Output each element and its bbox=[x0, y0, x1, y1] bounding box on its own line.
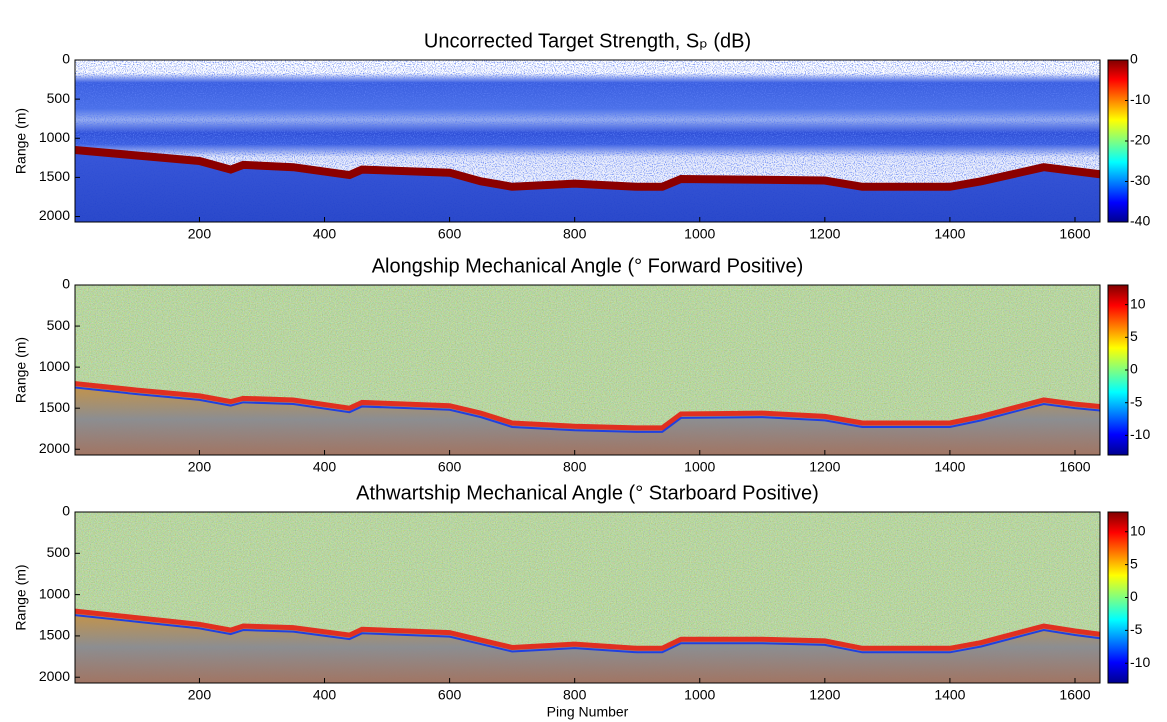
y-axis-label: Range (m) bbox=[13, 564, 29, 630]
colorbar-tick-label: -5 bbox=[1130, 621, 1143, 637]
colorbar-tick-label: -30 bbox=[1130, 172, 1150, 188]
y-tick-label: 0 bbox=[62, 276, 70, 292]
y-tick-label: 2000 bbox=[39, 207, 70, 223]
colorbar-tick-label: 0 bbox=[1130, 51, 1138, 67]
x-tick-label: 600 bbox=[438, 459, 462, 475]
x-tick-label: 1400 bbox=[934, 226, 965, 242]
y-axis-label: Range (m) bbox=[13, 337, 29, 403]
y-tick-label: 500 bbox=[47, 317, 71, 333]
y-axis-label: Range (m) bbox=[13, 108, 29, 174]
y-tick-label: 500 bbox=[47, 90, 71, 106]
x-tick-label: 1000 bbox=[684, 687, 715, 703]
panel-title: Uncorrected Target Strength, Sₚ (dB) bbox=[424, 30, 751, 52]
colorbar-tick-label: -10 bbox=[1130, 654, 1150, 670]
x-tick-label: 200 bbox=[188, 687, 212, 703]
x-tick-label: 800 bbox=[563, 459, 587, 475]
x-tick-label: 600 bbox=[438, 226, 462, 242]
x-tick-label: 600 bbox=[438, 687, 462, 703]
figure: Uncorrected Target Strength, Sₚ (dB)0500… bbox=[0, 0, 1167, 722]
x-tick-label: 200 bbox=[188, 459, 212, 475]
y-tick-label: 2000 bbox=[39, 668, 70, 684]
x-tick-label: 400 bbox=[313, 226, 337, 242]
y-tick-label: 2000 bbox=[39, 440, 70, 456]
x-tick-label: 1400 bbox=[934, 459, 965, 475]
y-tick-label: 1000 bbox=[39, 585, 70, 601]
colorbar-tick-label: 0 bbox=[1130, 588, 1138, 604]
x-tick-label: 1200 bbox=[809, 459, 840, 475]
colorbar-tick-label: -10 bbox=[1130, 91, 1150, 107]
x-tick-label: 400 bbox=[313, 687, 337, 703]
y-tick-label: 1500 bbox=[39, 399, 70, 415]
colorbar-tick-label: 5 bbox=[1130, 328, 1138, 344]
x-tick-label: 1000 bbox=[684, 226, 715, 242]
colorbar-tick-label: 10 bbox=[1130, 522, 1146, 538]
y-tick-label: 1000 bbox=[39, 358, 70, 374]
colorbar-tick-label: 10 bbox=[1130, 295, 1146, 311]
x-tick-label: 1600 bbox=[1059, 226, 1090, 242]
y-tick-label: 1500 bbox=[39, 168, 70, 184]
colorbar-tick-label: -20 bbox=[1130, 132, 1150, 148]
panel-title: Athwartship Mechanical Angle (° Starboar… bbox=[356, 482, 819, 504]
x-tick-label: 200 bbox=[188, 226, 212, 242]
colorbar-tick-label: -5 bbox=[1130, 393, 1143, 409]
x-tick-label: 1200 bbox=[809, 226, 840, 242]
x-tick-label: 1200 bbox=[809, 687, 840, 703]
colorbar-tick-label: 5 bbox=[1130, 555, 1138, 571]
x-tick-label: 800 bbox=[563, 687, 587, 703]
x-tick-label: 1600 bbox=[1059, 687, 1090, 703]
x-tick-label: 400 bbox=[313, 459, 337, 475]
x-tick-label: 1000 bbox=[684, 459, 715, 475]
x-tick-label: 1400 bbox=[934, 687, 965, 703]
colorbar-tick-label: -40 bbox=[1130, 213, 1150, 229]
y-tick-label: 1000 bbox=[39, 129, 70, 145]
y-tick-label: 0 bbox=[62, 503, 70, 519]
colorbar-tick-label: -10 bbox=[1130, 426, 1150, 442]
y-tick-label: 1500 bbox=[39, 627, 70, 643]
y-tick-label: 500 bbox=[47, 544, 71, 560]
panel-title: Alongship Mechanical Angle (° Forward Po… bbox=[372, 255, 804, 277]
x-tick-label: 800 bbox=[563, 226, 587, 242]
y-tick-label: 0 bbox=[62, 51, 70, 67]
colorbar-tick-label: 0 bbox=[1130, 361, 1138, 377]
x-axis-label: Ping Number bbox=[547, 704, 629, 720]
x-tick-label: 1600 bbox=[1059, 459, 1090, 475]
